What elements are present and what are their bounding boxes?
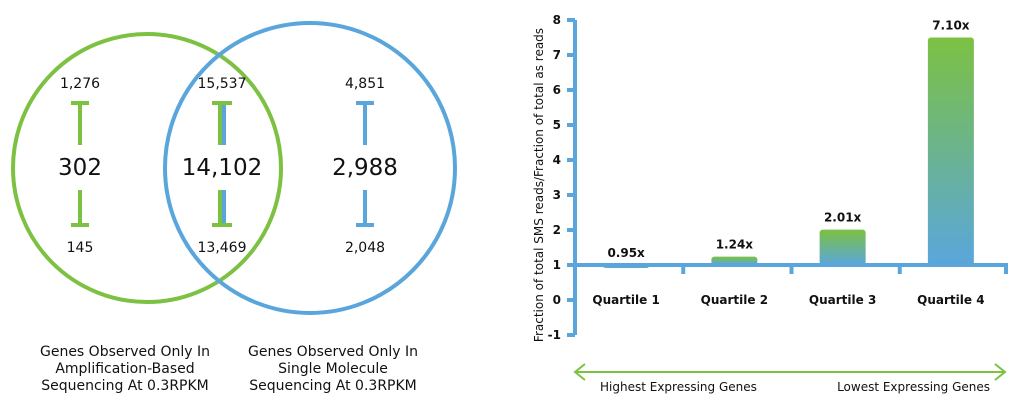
region-upper-value: 4,851 (345, 76, 385, 92)
venn-diagram: 1,276 302 145 15,537 14,102 13,469 4,851… (11, 21, 457, 315)
region-lower-value: 145 (67, 240, 94, 256)
venn-caption-single-molecule: Genes Observed Only In Single Molecule S… (228, 344, 438, 395)
y-tick-label: 1 (553, 258, 561, 272)
region-main-value: 302 (58, 155, 102, 181)
caption-line: Single Molecule (278, 361, 388, 377)
bar-data-label: 2.01x (824, 211, 862, 225)
y-tick-label: 6 (553, 83, 561, 97)
region-main-value: 14,102 (182, 155, 262, 181)
bar (711, 256, 758, 265)
x-category-label: Quartile 2 (701, 293, 768, 307)
y-tick-label: 0 (553, 293, 561, 307)
venn-region-left: 1,276 302 145 (58, 76, 102, 256)
region-main-value: 2,988 (332, 155, 398, 181)
bar (927, 37, 974, 265)
caption-line: Amplification-Based (55, 361, 195, 377)
bar-data-label: 1.24x (716, 238, 754, 252)
x-axis: Quartile 1 Quartile 2 Quartile 3 Quartile 4 (575, 263, 1008, 307)
bar-data-label: 7.10x (932, 19, 970, 33)
expression-arrow: Highest Expressing Genes Lowest Expressi… (573, 363, 1007, 394)
y-tick-label: 8 (553, 13, 561, 27)
x-category-label: Quartile 1 (592, 293, 659, 307)
caption-line: Sequencing At 0.3RPKM (249, 378, 417, 394)
y-axis: -1 0 1 2 3 4 5 6 7 8 (548, 13, 577, 342)
x-category-label: Quartile 3 (809, 293, 876, 307)
arrow-left-label: Highest Expressing Genes (600, 380, 757, 394)
y-tick-label: 4 (553, 153, 561, 167)
y-tick-label: -1 (548, 328, 561, 342)
y-tick-label: 3 (553, 188, 561, 202)
arrow-right-label: Lowest Expressing Genes (837, 380, 990, 394)
region-lower-value: 13,469 (198, 240, 247, 256)
region-upper-value: 15,537 (198, 76, 247, 92)
caption-line: Genes Observed Only In (39, 344, 211, 360)
caption-line: Sequencing At 0.3RPKM (41, 378, 209, 394)
region-lower-value: 2,048 (345, 240, 385, 256)
bar-data-label: 0.95x (607, 246, 645, 260)
y-tick-label: 5 (553, 118, 561, 132)
y-tick-label: 2 (553, 223, 561, 237)
bar (819, 229, 866, 265)
amplification-circle (11, 32, 283, 304)
venn-region-overlap: 15,537 14,102 13,469 (182, 76, 262, 256)
x-category-label: Quartile 4 (917, 293, 984, 307)
bar-chart: Fraction of total SMS reads/Fraction of … (532, 13, 1008, 394)
region-upper-value: 1,276 (60, 76, 100, 92)
bars: 0.95x 1.24x 2.01x 7.10x (603, 19, 974, 268)
y-tick-label: 7 (553, 48, 561, 62)
y-axis-label: Fraction of total SMS reads/Fraction of … (532, 28, 546, 342)
venn-caption-amplification: Genes Observed Only In Amplification-Bas… (20, 344, 230, 395)
caption-line: Genes Observed Only In (247, 344, 419, 360)
single-molecule-circle (163, 21, 457, 315)
venn-region-right: 4,851 2,988 2,048 (332, 76, 398, 256)
